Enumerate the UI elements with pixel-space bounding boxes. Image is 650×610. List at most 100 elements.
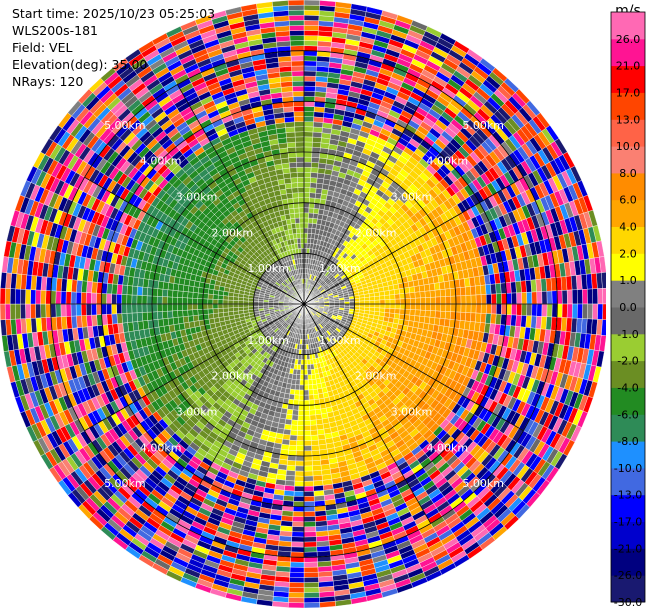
ppi-gate — [315, 413, 323, 421]
ppi-gate — [286, 465, 296, 472]
ppi-gate — [511, 292, 517, 305]
ppi-gate — [546, 290, 553, 305]
ppi-gate — [290, 551, 305, 558]
ppi-gate — [292, 516, 305, 523]
ppi-gate — [305, 339, 309, 345]
ppi-gate — [303, 475, 314, 482]
ppi-gate — [303, 70, 317, 77]
ppi-gate — [303, 597, 320, 604]
ppi-gate — [424, 290, 431, 298]
ppi-gate — [295, 450, 305, 457]
ppi-gate — [316, 182, 324, 190]
ppi-gate — [511, 303, 517, 316]
ppi-gate — [300, 354, 305, 360]
ppi-gate — [430, 303, 436, 312]
ppi-gate — [546, 303, 553, 318]
ppi-gate — [303, 222, 309, 229]
ppi-gate — [308, 384, 314, 391]
ppi-gate — [303, 207, 310, 214]
ppi-gate — [312, 126, 323, 133]
ppi-gate — [303, 480, 314, 487]
ppi-gate — [303, 566, 319, 573]
ppi-gate — [311, 378, 317, 385]
ppi-gate — [303, 248, 308, 254]
ppi-gate — [314, 192, 322, 200]
ppi-gate — [495, 283, 502, 295]
ppi-gate — [292, 404, 299, 411]
ppi-gate — [465, 312, 472, 322]
ppi-gate — [369, 300, 376, 305]
ppi-gate — [303, 374, 309, 381]
ppi-gate — [296, 435, 305, 441]
ppi-gate — [374, 295, 381, 301]
ppi-gate — [303, 15, 320, 21]
ppi-gate — [290, 546, 305, 553]
ppi-gate — [491, 293, 497, 305]
ppi-gate — [309, 197, 316, 204]
ppi-gate — [303, 546, 318, 553]
ppi-gate — [303, 65, 317, 72]
ppi-gate — [399, 308, 406, 315]
ppi-gate — [292, 506, 305, 512]
ppi-gate — [349, 298, 355, 302]
ppi-gate — [313, 393, 320, 400]
ppi-gate — [364, 303, 371, 308]
ppi-gate — [415, 297, 421, 305]
ppi-gates — [0, 0, 606, 609]
ppi-gate — [290, 429, 298, 436]
ppi-gate — [303, 151, 313, 158]
ppi-gate — [303, 106, 315, 112]
ppi-gate — [283, 495, 295, 502]
ppi-gate — [470, 285, 477, 296]
ppi-gate — [413, 315, 421, 323]
ppi-gate — [303, 496, 315, 502]
ppi-gate — [303, 399, 310, 406]
ppi-gate — [369, 296, 375, 301]
ppi-gate — [284, 485, 295, 492]
ppi-gate — [303, 111, 315, 117]
ppi-gate — [303, 60, 317, 67]
ppi-gate — [303, 561, 318, 568]
ppi-gate — [303, 405, 310, 411]
ppi-gate — [455, 295, 462, 305]
ppi-gate — [308, 399, 315, 406]
ppi-gate — [414, 291, 421, 299]
ppi-gate — [311, 373, 317, 380]
ppi-gate — [310, 172, 318, 179]
ppi-gate — [460, 303, 467, 313]
ppi-gate — [368, 292, 375, 298]
ppi-gate — [312, 141, 322, 148]
ppi-gate — [379, 295, 386, 301]
ppi-gate — [460, 312, 467, 322]
ppi-gate — [383, 290, 390, 296]
ppi-gate — [295, 460, 305, 467]
ppi-gate — [291, 531, 305, 538]
ppi-gate — [303, 450, 313, 457]
ppi-gate — [597, 303, 604, 320]
ppi-gate — [374, 303, 381, 309]
ppi-gate — [311, 157, 320, 164]
ppi-gate — [309, 404, 316, 411]
ppi-gate — [303, 511, 316, 517]
ppi-gate — [303, 172, 312, 178]
ppi-gate — [289, 566, 305, 573]
ppi-gate — [291, 414, 299, 421]
ppi-gate — [303, 197, 310, 203]
ppi-gate — [290, 561, 305, 568]
ppi-gate — [445, 303, 452, 312]
ppi-gate — [470, 294, 477, 305]
ppi-gate — [339, 299, 345, 303]
ppi-gate — [303, 187, 311, 193]
ppi-gate — [389, 294, 396, 300]
ppi-gate — [303, 359, 308, 365]
ppi-gate — [303, 460, 313, 467]
ppi-gate — [303, 430, 312, 436]
ppi-gate — [295, 455, 305, 462]
ppi-gate — [313, 485, 324, 492]
ppi-gate — [289, 434, 298, 441]
ppi-gate — [285, 413, 293, 421]
ppi-gate — [434, 310, 441, 319]
ppi-gate — [293, 491, 305, 497]
ppi-gate — [303, 80, 316, 87]
